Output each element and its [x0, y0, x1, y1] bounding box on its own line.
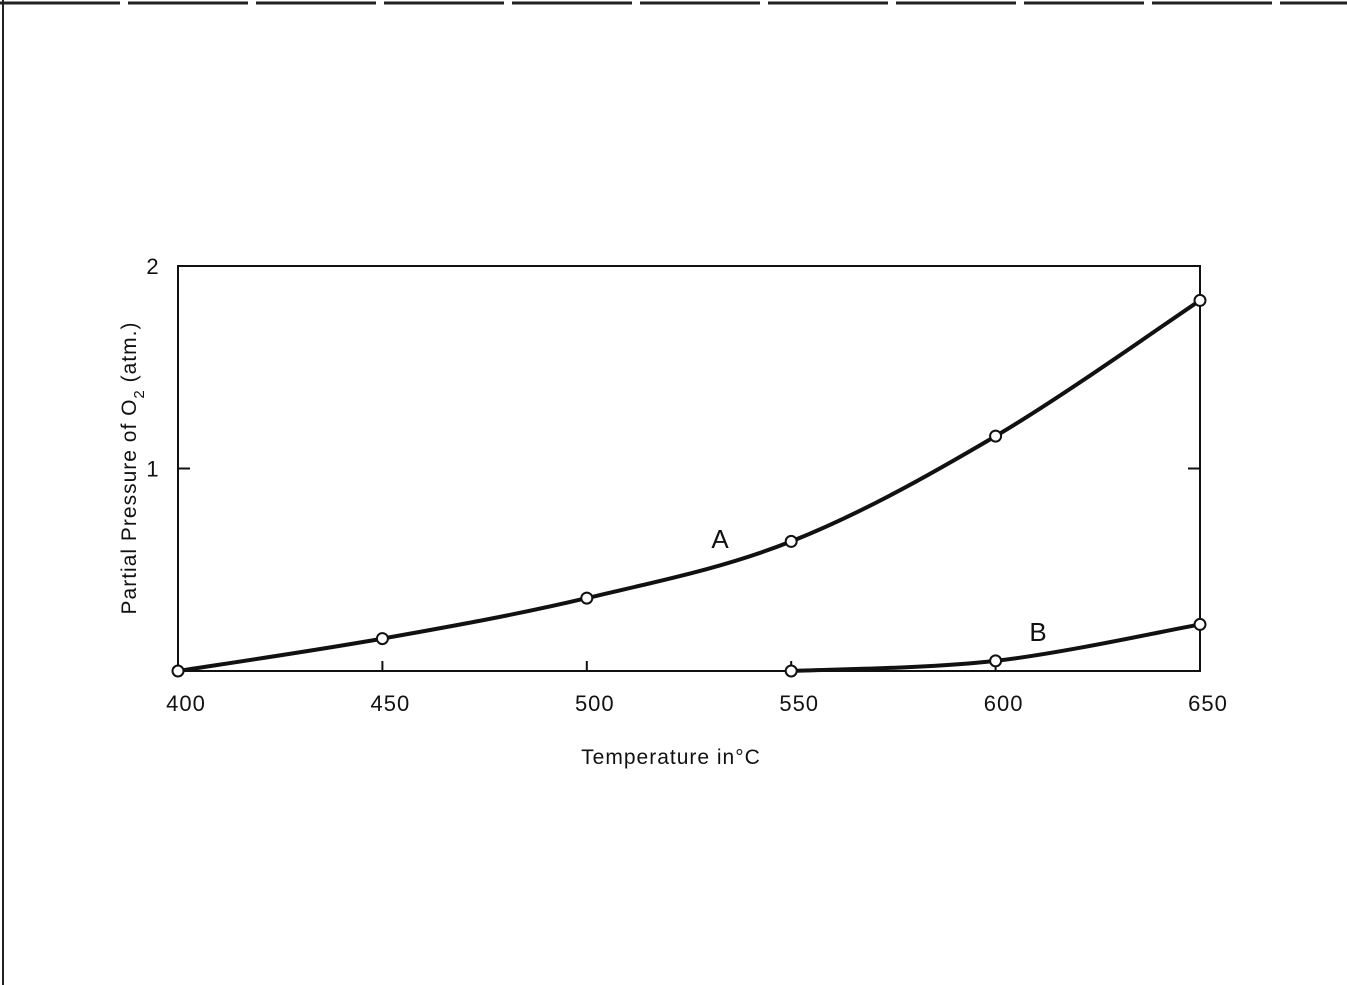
y-tick-label-1: 1: [146, 457, 159, 482]
data-point-B-600: [989, 654, 1003, 668]
x-tick-label-400: 400: [166, 691, 206, 716]
x-axis-title: Temperature in°C: [581, 746, 761, 769]
x-tick-label-650: 650: [1188, 691, 1228, 716]
x-tick-label-600: 600: [984, 691, 1024, 716]
y-axis-title: Partial Pressure of O2 (atm.): [118, 322, 148, 615]
data-point-B-550: [784, 664, 798, 678]
series-labels-group: AB: [711, 524, 1046, 647]
data-point-A-450: [375, 632, 389, 646]
x-tick-label-500: 500: [575, 691, 615, 716]
y-tick-label-2: 2: [146, 254, 159, 279]
x-tick-label-550: 550: [779, 691, 819, 716]
series-points-group: [171, 293, 1207, 678]
data-point-A-500: [580, 591, 594, 605]
series-lines-group: [176, 298, 1202, 673]
data-point-A-400: [171, 664, 185, 678]
data-point-B-650: [1193, 617, 1207, 631]
data-point-A-550: [784, 534, 798, 548]
series-label-B: B: [1029, 617, 1046, 647]
x-tick-label-450: 450: [371, 691, 411, 716]
plot-frame: [177, 265, 1201, 672]
ticks-group: 400 450 500 550 600 650 2 1: [146, 254, 1228, 716]
data-point-A-650: [1193, 293, 1207, 307]
series-label-A: A: [711, 524, 729, 554]
data-point-A-600: [989, 429, 1003, 443]
series-line-A: [176, 298, 1202, 673]
